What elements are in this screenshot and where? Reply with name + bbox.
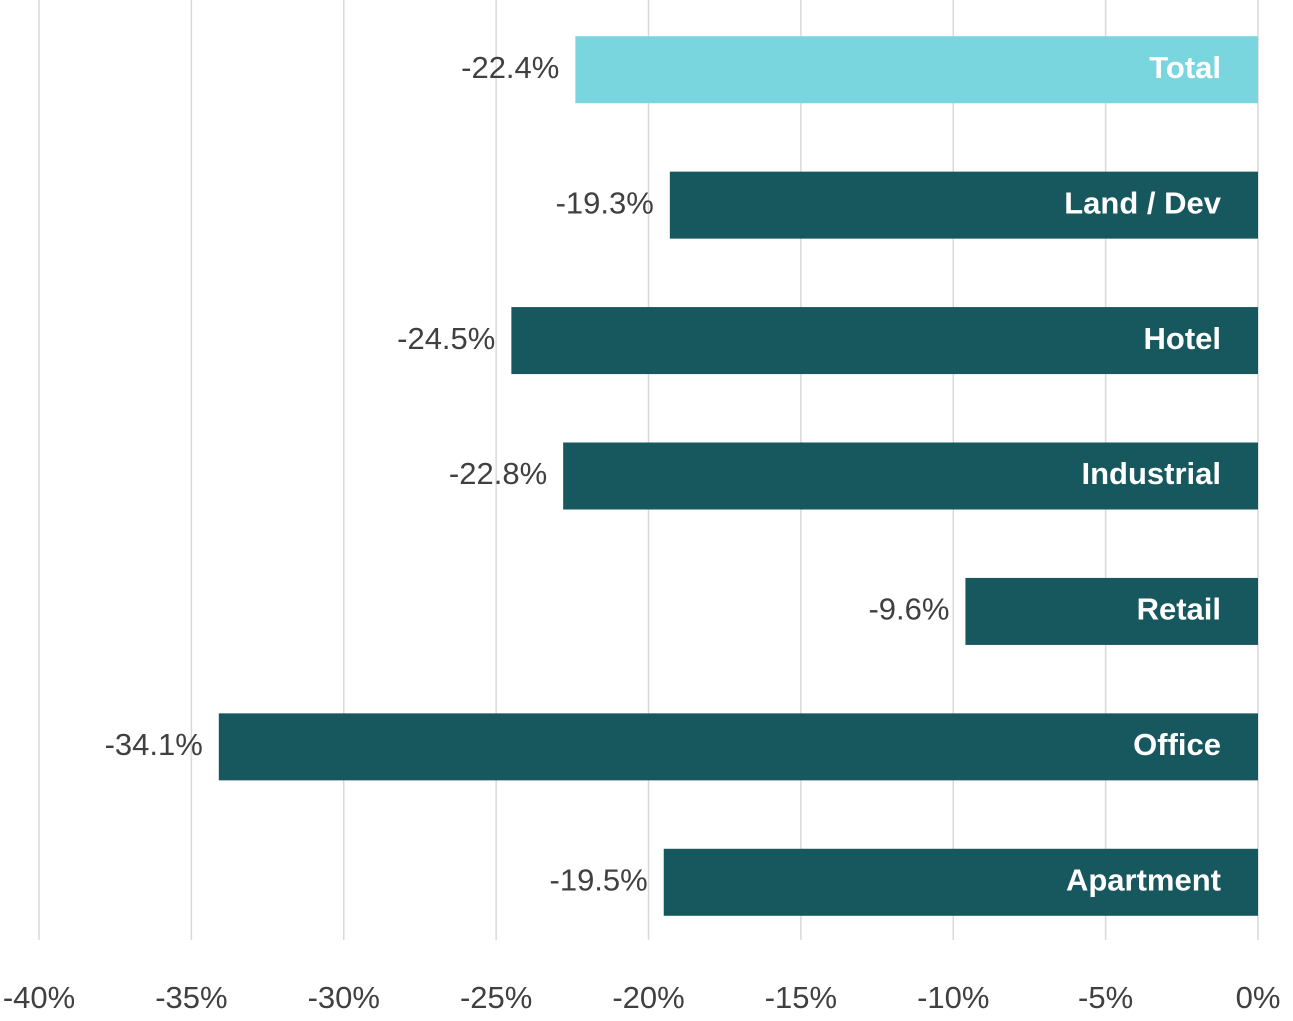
- bar: [965, 577, 1258, 645]
- value-label: -34.1%: [105, 727, 203, 762]
- value-label: -24.5%: [397, 321, 495, 356]
- x-tick-label: -40%: [3, 980, 75, 1015]
- category-label: Retail: [1137, 592, 1221, 627]
- category-label: Hotel: [1144, 321, 1222, 356]
- category-label: Apartment: [1066, 862, 1221, 897]
- category-label: Office: [1133, 727, 1221, 762]
- x-tick-label: -5%: [1078, 980, 1133, 1015]
- x-tick-label: -35%: [155, 980, 227, 1015]
- bar: [511, 307, 1258, 375]
- x-tick-label: -30%: [308, 980, 380, 1015]
- bar: [663, 848, 1258, 916]
- x-tick-label: -20%: [612, 980, 684, 1015]
- category-label: Industrial: [1081, 456, 1221, 491]
- value-label: -9.6%: [868, 592, 949, 627]
- category-label: Land / Dev: [1064, 185, 1222, 220]
- value-label: -22.8%: [449, 456, 547, 491]
- value-label: -22.4%: [461, 50, 559, 85]
- value-label: -19.3%: [556, 185, 654, 220]
- bar: [669, 171, 1258, 239]
- bar: [575, 36, 1258, 104]
- x-tick-label: -10%: [917, 980, 989, 1015]
- bar: [563, 442, 1258, 510]
- bar: [218, 713, 1259, 781]
- x-tick-label: -15%: [765, 980, 837, 1015]
- x-tick-label: 0%: [1236, 980, 1281, 1015]
- value-label: -19.5%: [550, 862, 648, 897]
- category-label: Total: [1149, 50, 1221, 85]
- x-tick-label: -25%: [460, 980, 532, 1015]
